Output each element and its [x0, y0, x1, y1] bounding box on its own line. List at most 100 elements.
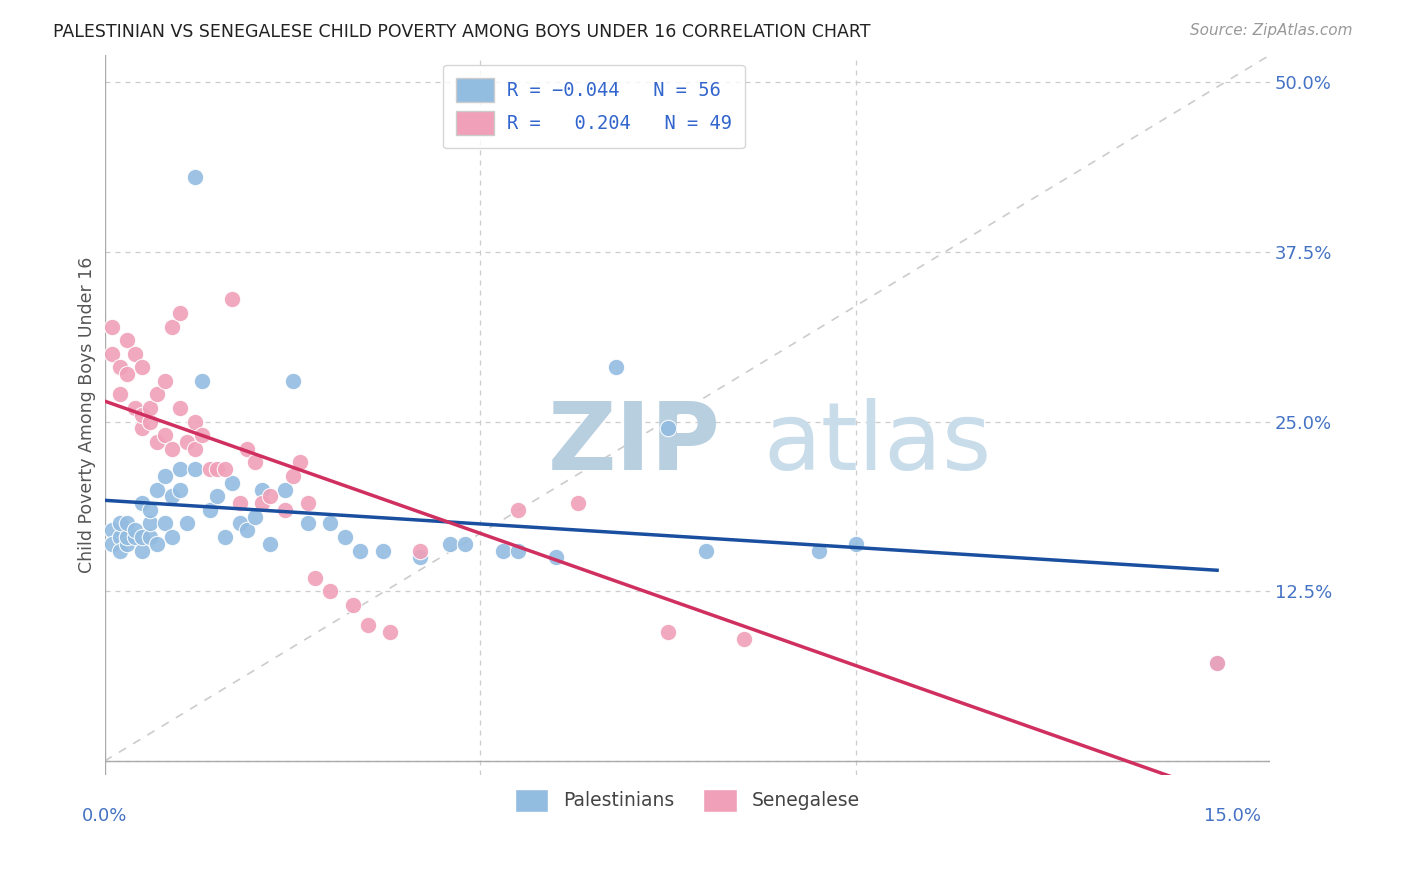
Point — [138, 516, 160, 531]
Point — [153, 428, 176, 442]
Text: PALESTINIAN VS SENEGALESE CHILD POVERTY AMONG BOYS UNDER 16 CORRELATION CHART: PALESTINIAN VS SENEGALESE CHILD POVERTY … — [53, 23, 870, 41]
Point — [176, 516, 198, 531]
Point — [162, 489, 184, 503]
Legend: Palestinians, Senegalese: Palestinians, Senegalese — [508, 781, 868, 819]
Text: ZIP: ZIP — [547, 398, 720, 490]
Point — [243, 455, 266, 469]
Point — [115, 333, 138, 347]
Point — [380, 625, 402, 640]
Point — [138, 530, 160, 544]
Text: atlas: atlas — [763, 398, 991, 490]
Point — [506, 543, 529, 558]
Point — [131, 421, 153, 435]
Point — [131, 496, 153, 510]
Point — [131, 543, 153, 558]
Point — [605, 360, 627, 375]
Point — [845, 537, 868, 551]
Point — [274, 483, 297, 497]
Point — [101, 523, 124, 537]
Point — [169, 462, 191, 476]
Point — [115, 530, 138, 544]
Point — [108, 360, 131, 375]
Point — [454, 537, 477, 551]
Point — [101, 319, 124, 334]
Point — [101, 347, 124, 361]
Point — [371, 543, 394, 558]
Point — [184, 442, 207, 456]
Point — [657, 625, 679, 640]
Point — [198, 462, 221, 476]
Point — [259, 537, 281, 551]
Point — [319, 584, 342, 599]
Point — [198, 503, 221, 517]
Point — [101, 537, 124, 551]
Point — [162, 530, 184, 544]
Point — [807, 543, 830, 558]
Point — [191, 428, 214, 442]
Point — [108, 516, 131, 531]
Point — [236, 442, 259, 456]
Point — [131, 408, 153, 422]
Point — [169, 306, 191, 320]
Point — [184, 462, 207, 476]
Point — [229, 496, 252, 510]
Point — [124, 347, 146, 361]
Point — [567, 496, 589, 510]
Point — [169, 483, 191, 497]
Point — [153, 469, 176, 483]
Point — [124, 530, 146, 544]
Point — [146, 435, 169, 450]
Point — [124, 401, 146, 415]
Point — [297, 496, 319, 510]
Point — [108, 530, 131, 544]
Point — [162, 319, 184, 334]
Point — [108, 387, 131, 401]
Point — [1206, 657, 1229, 671]
Point — [146, 537, 169, 551]
Point — [131, 360, 153, 375]
Point — [492, 543, 515, 558]
Point — [176, 435, 198, 450]
Point — [207, 489, 229, 503]
Point — [333, 530, 356, 544]
Point — [221, 293, 243, 307]
Point — [304, 571, 326, 585]
Point — [153, 374, 176, 388]
Point — [733, 632, 755, 646]
Point — [146, 387, 169, 401]
Point — [409, 550, 432, 565]
Point — [544, 550, 567, 565]
Point — [657, 421, 679, 435]
Point — [506, 503, 529, 517]
Point — [274, 503, 297, 517]
Point — [229, 516, 252, 531]
Point — [297, 516, 319, 531]
Point — [349, 543, 371, 558]
Point — [439, 537, 461, 551]
Point — [281, 374, 304, 388]
Point — [319, 516, 342, 531]
Text: 0.0%: 0.0% — [82, 807, 128, 825]
Point — [207, 462, 229, 476]
Y-axis label: Child Poverty Among Boys Under 16: Child Poverty Among Boys Under 16 — [79, 257, 96, 573]
Point — [1206, 657, 1229, 671]
Point — [259, 489, 281, 503]
Point — [252, 483, 274, 497]
Point — [695, 543, 717, 558]
Point — [214, 530, 236, 544]
Point — [131, 530, 153, 544]
Point — [115, 367, 138, 381]
Point — [124, 523, 146, 537]
Point — [162, 442, 184, 456]
Point — [281, 469, 304, 483]
Point — [115, 516, 138, 531]
Point — [184, 415, 207, 429]
Point — [115, 537, 138, 551]
Point — [146, 483, 169, 497]
Point — [236, 523, 259, 537]
Point — [288, 455, 311, 469]
Point — [184, 170, 207, 185]
Point — [243, 509, 266, 524]
Point — [342, 598, 364, 612]
Text: 15.0%: 15.0% — [1204, 807, 1261, 825]
